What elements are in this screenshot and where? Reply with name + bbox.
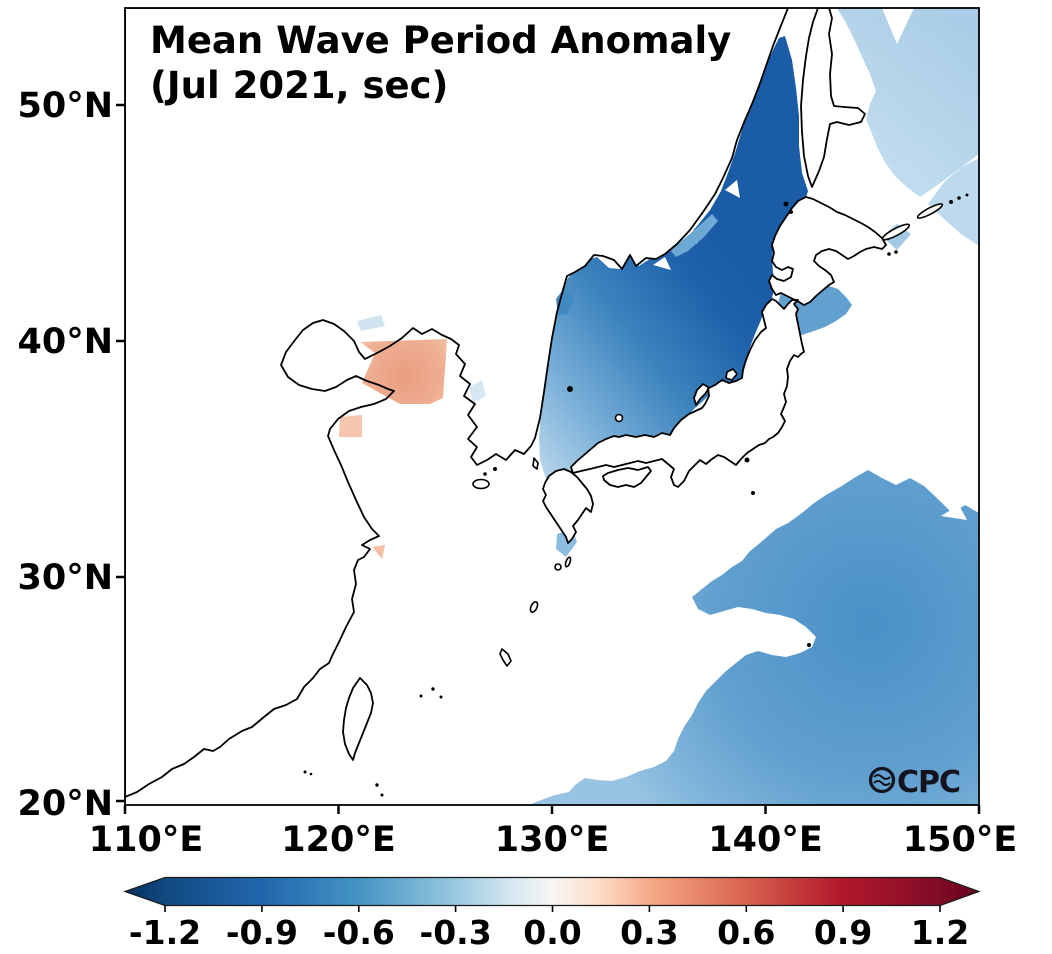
colorbar-gradient-bar [123, 876, 981, 907]
cb-label-7: 0.9 [814, 913, 872, 952]
pacific-white-notch [941, 505, 967, 520]
title-line-1: Mean Wave Period Anomaly [150, 19, 731, 62]
oki-island [614, 413, 624, 423]
bohai-anomaly-extension [339, 415, 362, 437]
cb-label-8: 1.2 [911, 913, 969, 952]
cb-label-3: -0.3 [420, 913, 492, 952]
tumen-coast-bleed [556, 287, 574, 315]
lat-label-50n: 50°N [18, 86, 114, 126]
okhotsk-anomaly [837, 8, 979, 197]
tsushima-island [532, 457, 539, 470]
logo-text: CPC [897, 765, 960, 800]
colorbar: -1.2 -0.9 -0.6 -0.3 0.0 0.3 0.6 0.9 1.2 [123, 876, 981, 952]
liaodong-bay-sliver [357, 315, 385, 331]
colorbar-tick-labels: -1.2 -0.9 -0.6 -0.3 0.0 0.3 0.6 0.9 1.2 [129, 913, 969, 952]
island-dots [303, 193, 969, 797]
landmasses [125, 8, 886, 797]
lat-label-30n: 30°N [18, 558, 114, 598]
jeju-island [472, 478, 490, 490]
small-islands [303, 193, 969, 797]
lon-axis-labels: 110°E 120°E 130°E 140°E 150°E [89, 820, 1017, 860]
globe-waves-icon [868, 766, 896, 794]
map-panel: CPC [124, 7, 980, 806]
lon-label-130e: 130°E [495, 820, 609, 860]
primorye-coast-bleed [670, 214, 718, 257]
pacific-anomaly [529, 470, 979, 805]
cpc-logo: CPC [868, 765, 961, 800]
anomaly-fields-overland [339, 214, 718, 559]
tanegashima-island [564, 556, 572, 568]
yakushima-island [554, 563, 562, 571]
lon-label-140e: 140°E [708, 820, 822, 860]
okhotsk-white-wedge [882, 8, 914, 44]
korea-west-sliver [469, 380, 486, 403]
shanghai-positive-anomaly [372, 545, 385, 559]
kuril-island-1 [881, 223, 911, 241]
okinawa-island [499, 648, 512, 667]
lon-label-110e: 110°E [89, 820, 203, 860]
lat-label-20n: 20°N [18, 784, 114, 824]
lon-label-150e: 150°E [903, 820, 1017, 860]
bohai-positive-anomaly [360, 339, 447, 404]
lat-label-40n: 40°N [18, 322, 114, 362]
cb-label-5: 0.3 [620, 913, 678, 952]
amami-island [529, 601, 539, 613]
sea-of-japan-anomaly [539, 36, 808, 490]
lon-label-120e: 120°E [281, 820, 395, 860]
cb-label-4: 0.0 [523, 913, 581, 952]
title-line-2: (Jul 2021, sec) [150, 64, 448, 107]
lat-axis-labels: 50°N 40°N 30°N 20°N [18, 86, 114, 824]
sado-island [725, 368, 738, 381]
map-title: Mean Wave Period Anomaly (Jul 2021, sec) [150, 19, 731, 107]
cb-label-2: -0.6 [323, 913, 395, 952]
colorbar-tick-marks [164, 905, 941, 912]
cb-label-0: -1.2 [129, 913, 201, 952]
kuril-island-2 [916, 203, 944, 219]
cb-label-1: -0.9 [226, 913, 298, 952]
axis-ticks [116, 103, 981, 814]
cb-label-6: 0.6 [717, 913, 775, 952]
okhotsk-anomaly-south [928, 158, 979, 246]
